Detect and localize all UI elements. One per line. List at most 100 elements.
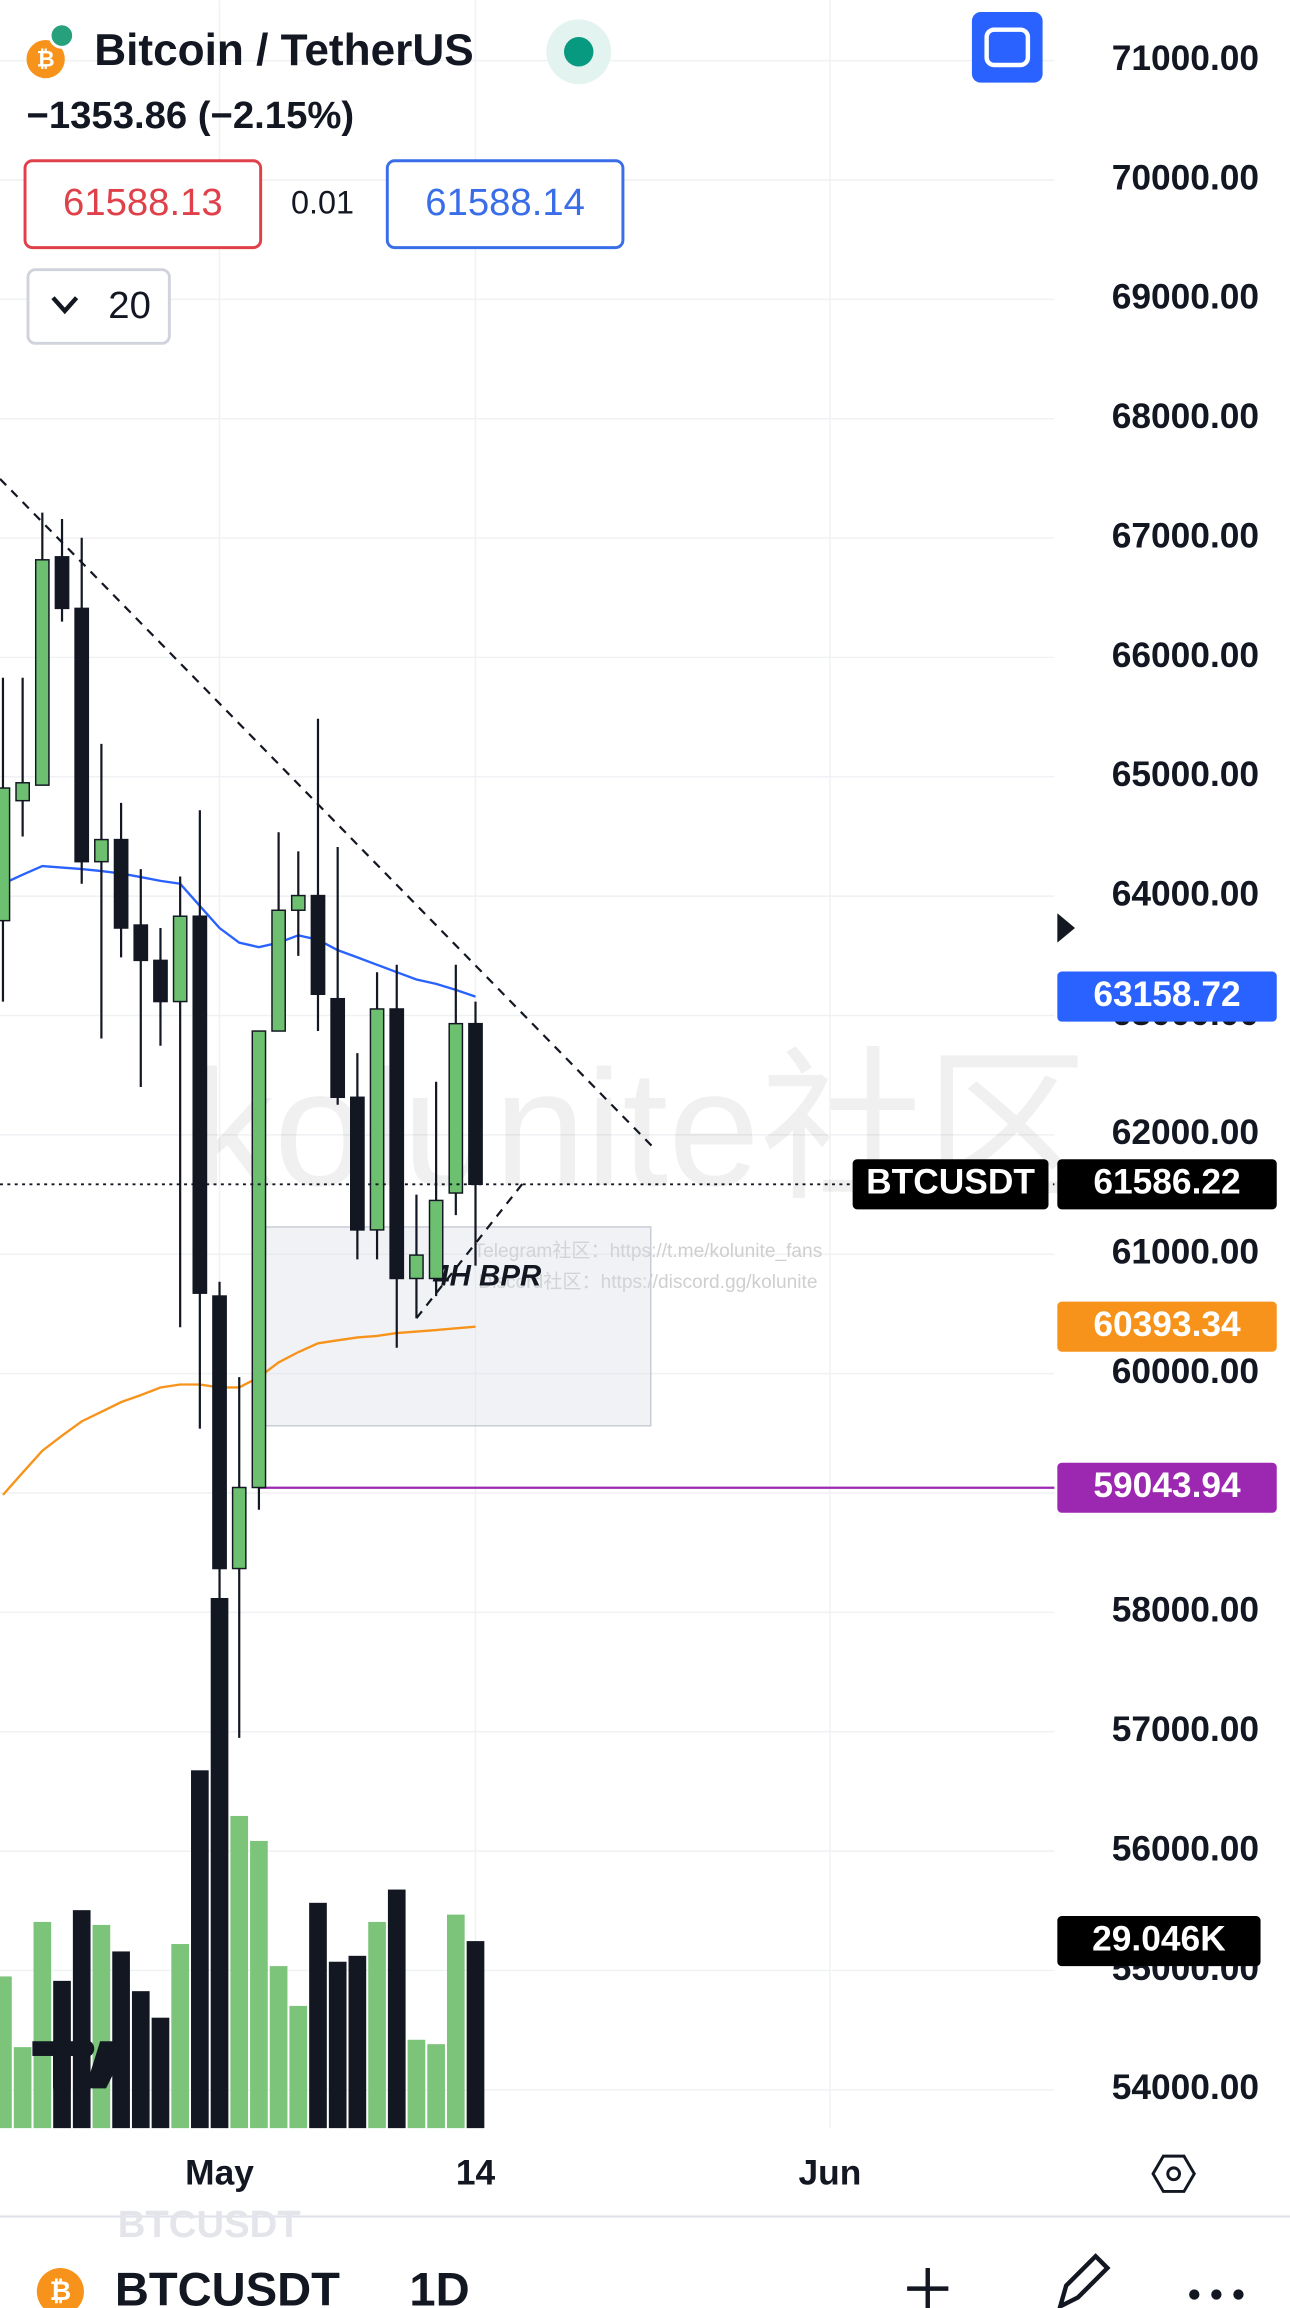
footer-symbol[interactable]: BTCUSDT [115,2263,340,2308]
candle-body [271,909,286,1032]
volume-tag-bg [1057,1916,1261,1967]
volume-bar [269,1966,288,2129]
ui: ₿ Bitcoin / TetherUS −1353.86 (−2.15%) 6… [0,11,1290,2308]
y-tick-label: 60000.00 [1112,1352,1259,1391]
volume-bar [131,1991,150,2129]
settings-icon[interactable] [1151,2154,1196,2193]
footer-coin-glyph: ₿ [50,2276,72,2306]
symbol-title: Bitcoin / TetherUS [94,26,473,75]
y-tick-label: 62000.00 [1112,1113,1259,1152]
last-price-tag-bg [1057,1159,1277,1210]
fullscreen-button[interactable] [971,11,1043,83]
symbol-tag: BTCUSDT [866,1163,1035,1202]
candle-body [369,1008,385,1231]
candle-body [54,556,70,610]
ma-tag: 63158.72 [1093,975,1240,1014]
volume-bar [33,1921,52,2129]
candle-body [251,1030,267,1489]
buy-button[interactable] [385,159,625,250]
y-tick-label: 70000.00 [1112,158,1259,197]
x-tick-label: May [185,2154,254,2193]
footer-interval[interactable]: 1D [409,2263,469,2308]
candle-body [34,559,50,786]
candle-body [448,1022,464,1194]
y-tick-label: 69000.00 [1112,278,1259,317]
volume-bar [250,1840,268,2129]
status-dot [564,37,594,67]
candle-body [290,894,306,911]
volume-bar [210,1597,229,2129]
add-button[interactable] [907,2268,949,2308]
x-tick-label: Jun [799,2154,862,2193]
y-tick-label: 57000.00 [1112,1710,1259,1749]
interval-dropdown[interactable] [26,268,171,345]
volume-bar [348,1955,367,2129]
volume-bar [0,1976,12,2129]
footer-coin [36,2268,84,2308]
volume-bar [368,1921,386,2129]
fullscreen-icon [984,27,1031,68]
volume-bar [72,1910,91,2129]
candle-body [133,924,149,962]
y-tick-label: 71000.00 [1112,39,1259,78]
candle-body [428,1199,444,1280]
more-button[interactable] [1189,2289,1244,2300]
coin-glyph: ₿ [37,46,55,71]
candle-body [74,607,90,863]
tv-logo [32,2039,130,2089]
volume-bar [112,1951,130,2129]
candle-body [468,1022,483,1186]
grid [0,0,1055,2129]
volume-bar [151,2017,170,2129]
trendline [415,1177,528,1319]
candle-body [350,1096,365,1231]
sell-button[interactable] [23,159,263,250]
volume-bar [289,2005,308,2129]
volume-bar [328,1961,347,2129]
level-tag-bg [1057,1462,1277,1513]
candle-body [389,1008,405,1280]
candle-body [310,894,326,996]
volume-bar [407,2039,426,2129]
candle-body [231,1486,247,1570]
volume-bar [191,1770,209,2129]
volume-bar [13,2047,32,2129]
spread: 0.01 [291,184,354,220]
volume-bar [387,1889,406,2129]
volume-tag: 29.046K [1092,1919,1226,1958]
plot: 4H BPR [0,478,1055,2129]
volume-bar [466,1941,485,2129]
bid-price: 61588.13 [63,181,223,224]
candle-body [94,838,109,863]
candle-body [0,787,11,922]
y-tick-label: 58000.00 [1112,1591,1259,1630]
quote-icon [48,22,76,49]
y-tick-label: 61000.00 [1112,1233,1259,1272]
volume-bar [92,1924,111,2129]
ma-tag-bg [1057,971,1277,1022]
level-tag: 59043.94 [1093,1466,1241,1505]
symbol-tag-bg [852,1159,1049,1210]
trendline [0,478,656,1150]
bpr-zone [264,1226,652,1427]
y-tick-label: 68000.00 [1112,397,1259,436]
y-tick-label: 54000.00 [1112,2068,1259,2107]
candle-body [113,838,129,929]
candle-body [212,1295,227,1570]
y-tick-label: 64000.00 [1112,874,1259,913]
last-price-tag: 61586.22 [1093,1163,1240,1202]
ma-tag: 60393.34 [1093,1305,1241,1344]
y-tick-label: 65000.00 [1112,755,1259,794]
settings-dot [1166,2166,1182,2182]
volume-bar [309,1902,327,2129]
scroll-arrow[interactable] [1057,913,1075,943]
ask-price: 61588.14 [425,181,585,224]
y-tick-label: 56000.00 [1112,1829,1259,1868]
y-tick-label: 67000.00 [1112,516,1259,555]
draw-button[interactable] [1057,2253,1111,2308]
price-tags: 54000.0055000.0056000.0057000.0058000.00… [185,39,1277,2193]
volume-bar [230,1815,249,2129]
volume-bar [427,2044,445,2129]
candle-body [15,782,31,802]
